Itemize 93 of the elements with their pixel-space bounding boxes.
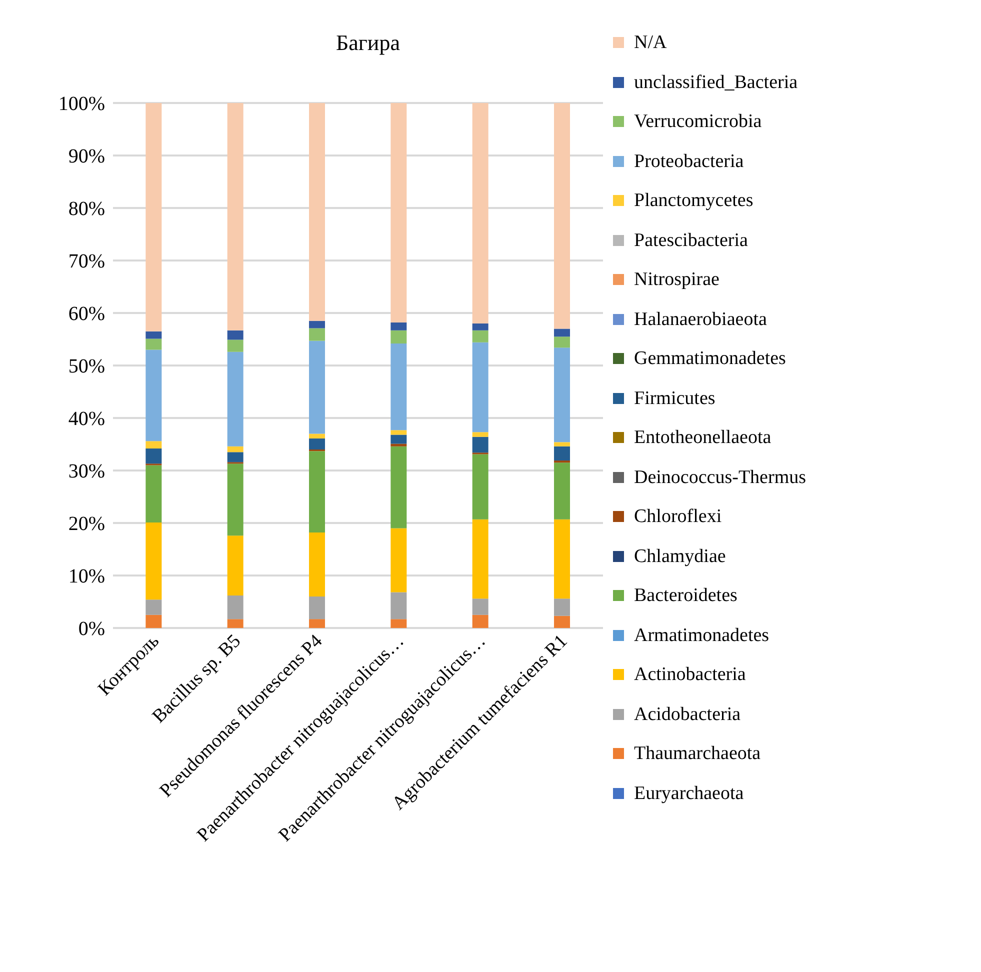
bar [146, 331, 162, 339]
bar [472, 432, 488, 437]
bar [390, 343, 407, 430]
bar [554, 446, 570, 461]
bar [390, 434, 407, 444]
bar [227, 352, 244, 446]
y-tick-label: 60% [68, 303, 105, 326]
bar [309, 619, 325, 628]
bar [472, 103, 488, 324]
bar [390, 444, 407, 446]
bar [472, 324, 488, 330]
bar [554, 462, 570, 520]
legend-label: Acidobacteria [634, 702, 741, 726]
y-tick-label: 80% [68, 198, 105, 220]
bar [146, 465, 162, 522]
bar [146, 522, 162, 600]
bar [309, 328, 325, 341]
bar [554, 519, 570, 599]
y-tick-label: 10% [68, 566, 105, 588]
bar [146, 614, 162, 628]
legend-label: N/A [634, 31, 667, 55]
bar [309, 438, 325, 450]
legend-label: Chlamydiae [634, 544, 726, 568]
bar [309, 434, 325, 438]
bar [554, 442, 570, 446]
bar [309, 596, 325, 620]
bar [472, 519, 488, 599]
legend-label: Armatimonadetes [634, 624, 770, 648]
bar [390, 430, 407, 435]
y-tick-label: 20% [68, 513, 105, 536]
legend-label: Nitrospirae [634, 268, 720, 292]
bar [390, 528, 407, 592]
bar [390, 322, 407, 330]
bar [227, 446, 244, 452]
bar [472, 454, 488, 520]
legend-label: Verrucomicrobia [634, 110, 762, 134]
legend-label: Euryarchaeota [634, 782, 744, 806]
bar [146, 448, 162, 464]
legend-label: Thaumarchaeota [634, 742, 761, 766]
y-tick-label: 100% [58, 93, 105, 116]
bar [472, 342, 488, 432]
bar [309, 320, 325, 328]
bar [390, 330, 407, 344]
bar [390, 592, 407, 620]
bar [227, 330, 244, 340]
bar [554, 598, 570, 616]
bar [472, 614, 488, 628]
legend-label: Planctomycetes [634, 189, 754, 213]
bar [390, 446, 407, 528]
bar [146, 103, 162, 332]
bar [309, 340, 325, 434]
bar [390, 103, 407, 322]
bar [554, 348, 570, 442]
bar [554, 328, 570, 337]
bar [309, 451, 325, 532]
y-tick-label: 40% [68, 408, 105, 430]
bar [554, 103, 570, 329]
legend-label: Entotheonellaeota [634, 426, 772, 450]
bar [227, 340, 244, 352]
bar [472, 436, 488, 453]
bar [227, 103, 244, 330]
bar [472, 330, 488, 342]
legend-label: Halanaerobiaeota [634, 308, 767, 332]
legend-label: Deinococcus-Thermus [634, 466, 806, 490]
y-tick-label: 50% [68, 356, 105, 378]
bar [227, 464, 244, 536]
y-tick-label: 0% [78, 618, 105, 640]
bar [554, 616, 570, 628]
bar [146, 350, 162, 442]
bar [227, 452, 244, 462]
y-tick-label: 90% [68, 146, 105, 168]
legend-label: Actinobacteria [634, 663, 746, 687]
bar [146, 338, 162, 350]
legend-label: Firmicutes [634, 386, 716, 410]
bar [309, 532, 325, 596]
legend-label: Chloroflexi [634, 505, 722, 529]
y-tick-label: 70% [68, 250, 105, 273]
bar [146, 441, 162, 448]
bar [309, 103, 325, 321]
bar [554, 336, 570, 348]
y-tick-label: 30% [68, 460, 105, 483]
bar [472, 598, 488, 615]
bar [227, 536, 244, 596]
chart-title: Багира [335, 30, 401, 56]
bar [227, 595, 244, 620]
legend-label: Proteobacteria [634, 150, 744, 174]
legend-label: Gemmatimonadetes [634, 347, 786, 371]
legend-label: unclassified_Bacteria [634, 70, 798, 94]
bar [227, 619, 244, 628]
bar [390, 619, 407, 628]
bar [146, 600, 162, 615]
legend-label: Patescibacteria [634, 228, 748, 252]
legend-label: Bacteroidetes [634, 584, 738, 608]
